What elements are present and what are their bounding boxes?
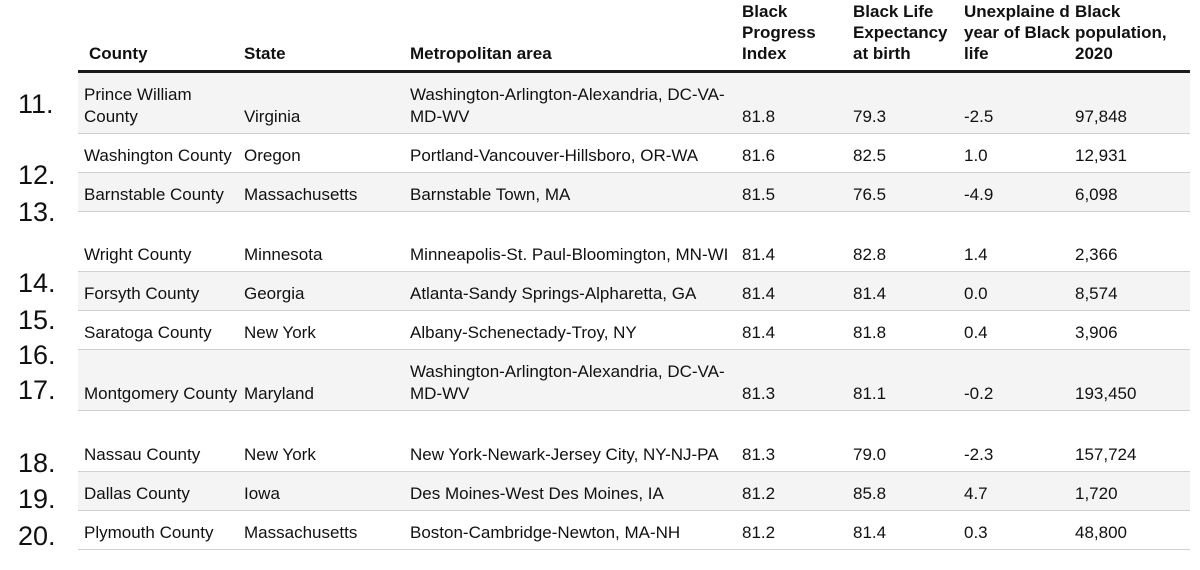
rank-number: 11. [18, 89, 54, 119]
county-cell: Dallas County [78, 471, 244, 511]
county-cell: Forsyth County [78, 271, 244, 311]
population-cell: 48,800 [1075, 510, 1190, 550]
header-population: Black population, 2020 [1075, 0, 1190, 73]
population-cell: 12,931 [1075, 133, 1190, 173]
rank-number: 15. [18, 305, 56, 335]
county-cell: Wright County [78, 211, 244, 272]
table-row: Plymouth County Massachusetts Boston-Cambr… [78, 510, 1190, 550]
state-cell: Minnesota [244, 211, 410, 272]
life-expectancy-cell: 85.8 [853, 471, 964, 511]
state-cell: Iowa [244, 471, 410, 511]
population-cell: 193,450 [1075, 349, 1190, 411]
life-expectancy-cell: 82.5 [853, 133, 964, 173]
unexplained-year-cell: 1.0 [964, 133, 1075, 173]
rank-number: 19. [18, 484, 56, 514]
life-expectancy-cell: 79.3 [853, 71, 964, 134]
rank-number: 13. [18, 197, 56, 227]
rank-number: 17. [18, 375, 56, 405]
population-cell: 2,366 [1075, 211, 1190, 272]
life-expectancy-cell: 79.0 [853, 410, 964, 472]
life-expectancy-cell: 81.8 [853, 310, 964, 350]
bpi-cell: 81.4 [742, 310, 853, 350]
bpi-cell: 81.5 [742, 172, 853, 212]
metro-area-cell: Barnstable Town, MA [410, 172, 742, 212]
metro-area-cell: Minneapolis-St. Paul-Bloomington, MN-WI [410, 211, 742, 272]
bpi-cell: 81.2 [742, 510, 853, 550]
table-row: Prince William County Virginia Washington-… [78, 71, 1190, 134]
county-cell: Nassau County [78, 410, 244, 472]
table-row: Nassau County New York New York-Newark-Jer… [78, 410, 1190, 472]
unexplained-year-cell: 4.7 [964, 471, 1075, 511]
state-cell: Oregon [244, 133, 410, 173]
county-ranking-table: County State Metropolitan area Black Pro… [78, 0, 1190, 550]
metro-area-cell: Washington-Arlington-Alexandria, DC-VA-M… [410, 349, 742, 411]
population-cell: 97,848 [1075, 71, 1190, 134]
county-cell: Saratoga County [78, 310, 244, 350]
unexplained-year-cell: -4.9 [964, 172, 1075, 212]
state-cell: Virginia [244, 71, 410, 134]
header-state: State [244, 0, 410, 73]
population-cell: 8,574 [1075, 271, 1190, 311]
state-cell: Massachusetts [244, 510, 410, 550]
header-county: County [78, 0, 244, 73]
table-row: Wright County Minnesota Minneapolis-St. Pa… [78, 211, 1190, 272]
table-row: Forsyth County Georgia Atlanta-Sandy Sprin… [78, 271, 1190, 311]
county-cell: Plymouth County [78, 510, 244, 550]
metro-area-cell: Washington-Arlington-Alexandria, DC-VA-M… [410, 71, 742, 134]
table-row: Montgomery County Maryland Washington-Arli… [78, 349, 1190, 411]
bpi-cell: 81.3 [742, 349, 853, 411]
metro-area-cell: Portland-Vancouver-Hillsboro, OR-WA [410, 133, 742, 173]
rank-number: 12. [18, 160, 56, 190]
bpi-cell: 81.8 [742, 71, 853, 134]
unexplained-year-cell: -2.3 [964, 410, 1075, 472]
population-cell: 6,098 [1075, 172, 1190, 212]
rank-number: 18. [18, 448, 56, 478]
life-expectancy-cell: 81.4 [853, 510, 964, 550]
rank-number: 14. [18, 268, 56, 298]
bpi-cell: 81.4 [742, 211, 853, 272]
state-cell: New York [244, 410, 410, 472]
county-cell: Prince William County [78, 71, 244, 134]
table-row: Barnstable County Massachusetts Barnstable… [78, 172, 1190, 212]
metro-area-cell: New York-Newark-Jersey City, NY-NJ-PA [410, 410, 742, 472]
county-cell: Montgomery County [78, 349, 244, 411]
state-cell: Georgia [244, 271, 410, 311]
unexplained-year-cell: 1.4 [964, 211, 1075, 272]
bpi-cell: 81.3 [742, 410, 853, 472]
metro-area-cell: Atlanta-Sandy Springs-Alpharetta, GA [410, 271, 742, 311]
bpi-cell: 81.6 [742, 133, 853, 173]
life-expectancy-cell: 81.4 [853, 271, 964, 311]
unexplained-year-cell: -2.5 [964, 71, 1075, 134]
bpi-cell: 81.4 [742, 271, 853, 311]
table-row: Saratoga County New York Albany-Schenectad… [78, 310, 1190, 350]
county-cell: Barnstable County [78, 172, 244, 212]
state-cell: New York [244, 310, 410, 350]
life-expectancy-cell: 82.8 [853, 211, 964, 272]
table-row: Washington County Oregon Portland-Vancouve… [78, 133, 1190, 173]
header-unexplained: Unexplaine d year of Black life [964, 0, 1075, 73]
header-metro: Metropolitan area [410, 0, 742, 73]
unexplained-year-cell: 0.4 [964, 310, 1075, 350]
metro-area-cell: Boston-Cambridge-Newton, MA-NH [410, 510, 742, 550]
population-cell: 3,906 [1075, 310, 1190, 350]
header-bpi: Black Progress Index [742, 0, 853, 73]
county-cell: Washington County [78, 133, 244, 173]
population-cell: 1,720 [1075, 471, 1190, 511]
table-row: Dallas County Iowa Des Moines-West Des Moi… [78, 471, 1190, 511]
state-cell: Massachusetts [244, 172, 410, 212]
unexplained-year-cell: 0.3 [964, 510, 1075, 550]
bpi-cell: 81.2 [742, 471, 853, 511]
rank-number: 16. [18, 340, 56, 370]
life-expectancy-cell: 76.5 [853, 172, 964, 212]
metro-area-cell: Albany-Schenectady-Troy, NY [410, 310, 742, 350]
unexplained-year-cell: 0.0 [964, 271, 1075, 311]
state-cell: Maryland [244, 349, 410, 411]
unexplained-year-cell: -0.2 [964, 349, 1075, 411]
metro-area-cell: Des Moines-West Des Moines, IA [410, 471, 742, 511]
header-life-expectancy: Black Life Expectancy at birth [853, 0, 964, 73]
population-cell: 157,724 [1075, 410, 1190, 472]
rank-number: 20. [18, 521, 56, 551]
header-row: County State Metropolitan area Black Pro… [78, 0, 1190, 73]
life-expectancy-cell: 81.1 [853, 349, 964, 411]
